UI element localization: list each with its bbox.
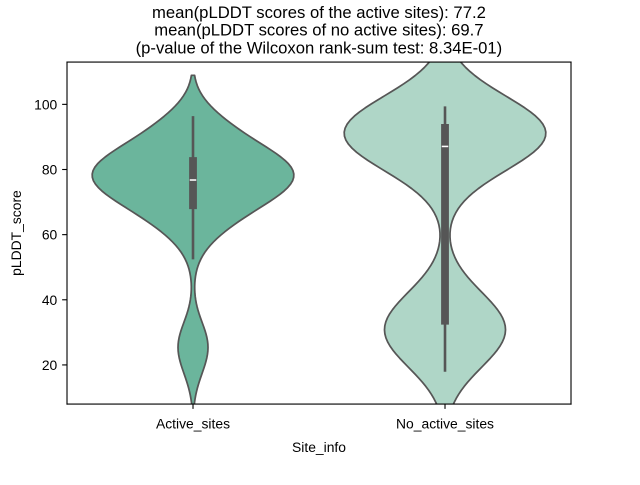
svg-text:Active_sites: Active_sites — [156, 416, 230, 432]
svg-text:20: 20 — [42, 357, 58, 373]
svg-text:100: 100 — [34, 96, 57, 112]
svg-text:pLDDT_score: pLDDT_score — [8, 190, 24, 276]
svg-text:mean(pLDDT scores of the activ: mean(pLDDT scores of the active sites): … — [152, 3, 486, 22]
svg-text:80: 80 — [42, 162, 58, 178]
svg-text:Site_info: Site_info — [292, 439, 346, 455]
svg-text:(p-value of the Wilcoxon rank-: (p-value of the Wilcoxon rank-sum test: … — [136, 39, 503, 58]
svg-text:60: 60 — [42, 227, 58, 243]
svg-text:No_active_sites: No_active_sites — [396, 416, 494, 432]
svg-text:mean(pLDDT scores of no active: mean(pLDDT scores of no active sites): 6… — [154, 21, 483, 40]
svg-text:40: 40 — [42, 292, 58, 308]
